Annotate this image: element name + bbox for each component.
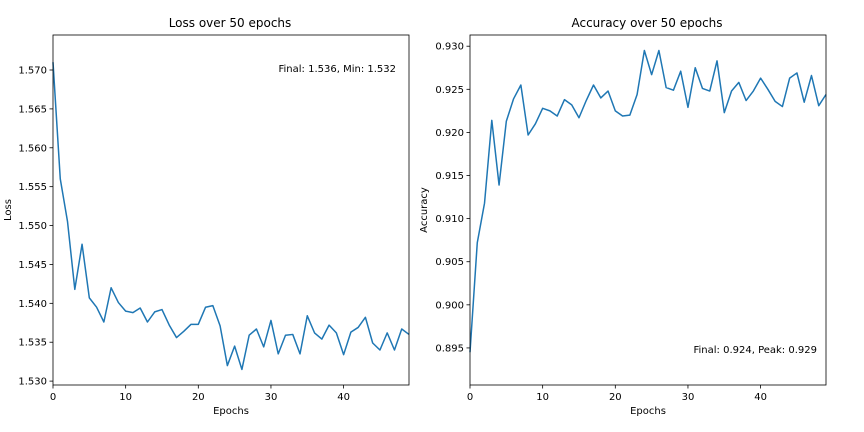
x-axis-label: Epochs xyxy=(630,406,666,417)
y-tick-label: 1.545 xyxy=(18,260,47,271)
y-tick-label: 1.560 xyxy=(18,143,47,154)
x-tick-label: 40 xyxy=(754,392,767,403)
x-tick-label: 0 xyxy=(50,392,56,403)
y-tick-label: 1.540 xyxy=(18,299,47,310)
y-tick-label: 0.925 xyxy=(435,85,464,96)
x-tick-label: 30 xyxy=(265,392,278,403)
accuracy-series-line xyxy=(469,49,827,353)
y-tick-label: 0.905 xyxy=(435,257,464,268)
y-axis-label: Loss xyxy=(3,199,14,221)
x-tick-label: 10 xyxy=(536,392,549,403)
loss-annotation: Final: 1.536, Min: 1.532 xyxy=(279,64,397,75)
chart-title: Loss over 50 epochs xyxy=(169,16,292,30)
x-tick-label: 20 xyxy=(609,392,622,403)
plot-area xyxy=(470,35,826,385)
y-tick-label: 0.930 xyxy=(435,42,464,53)
y-tick-label: 1.550 xyxy=(18,221,47,232)
ticks-group: 0 10 20 30 40 0.895 0.900 0.905 0.910 0.915 0.920 0… xyxy=(435,42,767,403)
y-tick-label: 1.530 xyxy=(18,377,47,388)
y-tick-label: 0.895 xyxy=(435,343,464,354)
y-tick-label: 0.915 xyxy=(435,171,464,182)
chart-title: Accuracy over 50 epochs xyxy=(571,16,722,30)
y-tick-label: 0.920 xyxy=(435,128,464,139)
x-tick-label: 0 xyxy=(467,392,473,403)
y-tick-label: 1.565 xyxy=(18,104,47,115)
x-tick-label: 30 xyxy=(682,392,695,403)
y-tick-label: 1.570 xyxy=(18,66,47,77)
y-tick-label: 0.900 xyxy=(435,300,464,311)
x-axis-label: Epochs xyxy=(213,406,249,417)
plot-area xyxy=(53,35,409,385)
plot-frame xyxy=(52,34,410,386)
y-tick-label: 0.910 xyxy=(435,214,464,225)
accuracy-chart-panel: Accuracy over 50 epochs 0 10 20 30 40 0.895 0.… xyxy=(419,16,827,417)
y-tick-label: 1.555 xyxy=(18,182,47,193)
y-axis-label: Accuracy xyxy=(419,187,430,233)
x-tick-label: 20 xyxy=(192,392,205,403)
x-tick-label: 10 xyxy=(119,392,132,403)
y-tick-label: 1.535 xyxy=(18,338,47,349)
ticks-group: 0 10 20 30 40 1.530 1.535 1.540 1.545 1.550 1.555 1… xyxy=(18,66,350,404)
x-tick-label: 40 xyxy=(337,392,350,403)
loss-chart-panel: Loss over 50 epochs 0 10 20 30 40 1.530 1.535 1… xyxy=(3,16,410,417)
loss-series-line xyxy=(52,62,410,371)
accuracy-annotation: Final: 0.924, Peak: 0.929 xyxy=(693,345,817,356)
plot-frame xyxy=(469,34,827,386)
